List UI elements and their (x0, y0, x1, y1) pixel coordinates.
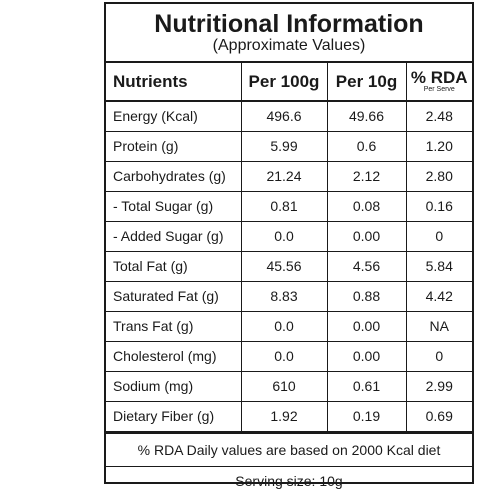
value-per-100g: 21.24 (240, 160, 328, 192)
value-per-10g: 0.00 (326, 310, 407, 342)
value-per-10g: 0.6 (326, 130, 407, 162)
table-row: - Added Sugar (g) 0.0 0.00 0 (106, 220, 472, 252)
panel-subtitle: (Approximate Values) (212, 37, 366, 54)
value-rda: 4.42 (405, 280, 472, 312)
table-header-row: Nutrients Per 100g Per 10g % RDA Per Ser… (106, 63, 472, 102)
value-per-10g: 0.61 (326, 370, 407, 402)
nutrient-name: Saturated Fat (g) (106, 280, 242, 312)
table-row: Energy (Kcal) 496.6 49.66 2.48 (106, 100, 472, 132)
header-nutrients: Nutrients (106, 63, 242, 102)
nutrition-table: Nutrients Per 100g Per 10g % RDA Per Ser… (106, 63, 472, 432)
value-rda: 0.16 (405, 190, 472, 222)
header-rda-label: % RDA (410, 67, 468, 87)
table-body: Energy (Kcal) 496.6 49.66 2.48 Protein (g) 5.… (106, 100, 472, 432)
value-per-10g: 0.00 (326, 220, 407, 252)
nutrient-name: Trans Fat (g) (106, 310, 242, 342)
nutrient-name: Cholesterol (mg) (106, 340, 242, 372)
nutrient-name: - Added Sugar (g) (106, 220, 242, 252)
value-per-10g: 2.12 (326, 160, 407, 192)
value-per-100g: 0.0 (240, 310, 328, 342)
table-row: - Total Sugar (g) 0.81 0.08 0.16 (106, 190, 472, 222)
nutrient-name: Protein (g) (106, 130, 242, 162)
value-per-100g: 5.99 (240, 130, 328, 162)
value-rda: 2.48 (405, 100, 472, 132)
value-per-10g: 0.19 (326, 400, 407, 432)
value-per-10g: 4.56 (326, 250, 407, 282)
value-rda: 5.84 (405, 250, 472, 282)
nutrient-name: Dietary Fiber (g) (106, 400, 242, 432)
table-row: Total Fat (g) 45.56 4.56 5.84 (106, 250, 472, 282)
nutrition-facts-panel: Nutritional Information (Approximate Val… (104, 2, 474, 489)
table-row: Carbohydrates (g) 21.24 2.12 2.80 (106, 160, 472, 192)
header-per-10g: Per 10g (326, 63, 407, 102)
value-per-10g: 0.00 (326, 340, 407, 372)
title-block: Nutritional Information (Approximate Val… (106, 4, 472, 63)
nutrient-name: Carbohydrates (g) (106, 160, 242, 192)
value-per-100g: 610 (240, 370, 328, 402)
table-row: Dietary Fiber (g) 1.92 0.19 0.69 (106, 400, 472, 432)
value-per-10g: 0.08 (326, 190, 407, 222)
header-rda-sublabel: Per Serve (423, 85, 455, 93)
value-rda: 1.20 (405, 130, 472, 162)
value-per-100g: 0.0 (240, 340, 328, 372)
value-per-100g: 0.0 (240, 220, 328, 252)
value-rda: NA (405, 310, 472, 342)
panel-title: Nutritional Information (154, 10, 424, 38)
value-per-100g: 45.56 (240, 250, 328, 282)
value-per-100g: 8.83 (240, 280, 328, 312)
value-rda: 2.80 (405, 160, 472, 192)
value-per-10g: 0.88 (326, 280, 407, 312)
table-row: Sodium (mg) 610 0.61 2.99 (106, 370, 472, 402)
table-row: Trans Fat (g) 0.0 0.00 NA (106, 310, 472, 342)
table-row: Saturated Fat (g) 8.83 0.88 4.42 (106, 280, 472, 312)
nutrient-name: Energy (Kcal) (106, 100, 242, 132)
header-per-100g: Per 100g (240, 63, 328, 102)
nutrient-name: Total Fat (g) (106, 250, 242, 282)
nutrient-name: - Total Sugar (g) (106, 190, 242, 222)
table-row: Protein (g) 5.99 0.6 1.20 (106, 130, 472, 162)
nutrient-name: Sodium (mg) (106, 370, 242, 402)
value-per-100g: 496.6 (240, 100, 328, 132)
serving-size: Serving size: 10g (106, 465, 472, 496)
table-row: Cholesterol (mg) 0.0 0.00 0 (106, 340, 472, 372)
header-rda: % RDA Per Serve (405, 63, 472, 102)
value-rda: 0 (405, 340, 472, 372)
value-per-10g: 49.66 (326, 100, 407, 132)
value-per-100g: 1.92 (240, 400, 328, 432)
rda-footnote: % RDA Daily values are based on 2000 Kca… (106, 431, 472, 466)
value-per-100g: 0.81 (240, 190, 328, 222)
value-rda: 0 (405, 220, 472, 252)
value-rda: 2.99 (405, 370, 472, 402)
value-rda: 0.69 (405, 400, 472, 432)
